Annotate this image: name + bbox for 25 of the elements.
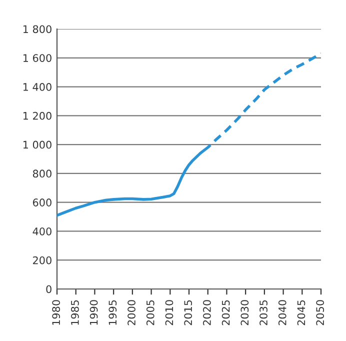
x-tick-label: 2025 — [222, 300, 230, 326]
x-tick-label: 1995 — [108, 300, 117, 325]
x-tick-label: 1990 — [90, 300, 98, 325]
x-tick-label: 2040 — [278, 300, 286, 326]
y-tick-label: 1 000 — [23, 140, 52, 149]
y-tick-label: 800 — [32, 170, 52, 178]
x-tick-label: 2020 — [203, 300, 211, 326]
x-tick-label: 2000 — [128, 300, 136, 326]
x-tick-label: 1985 — [71, 300, 79, 325]
x-tick-label: 2015 — [184, 300, 192, 326]
y-tick-label: 1 800 — [23, 25, 52, 34]
y-tick-label: 1 200 — [23, 112, 52, 120]
y-tick-label: 1 400 — [23, 83, 52, 91]
y-tick-label: 200 — [33, 256, 52, 264]
x-tick-label: 2045 — [297, 300, 306, 326]
y-tick-label: 400 — [32, 227, 52, 236]
y-tick-label: 1 600 — [23, 54, 52, 62]
x-tick-label: 2010 — [165, 300, 174, 326]
x-tick-label: 2005 — [146, 300, 154, 326]
x-tick-label: 2050 — [316, 300, 324, 326]
y-tick-label: 0 — [46, 285, 52, 294]
x-tick-label: 1980 — [52, 300, 60, 325]
x-tick-label: 2035 — [260, 300, 268, 326]
y-tick-label: 600 — [32, 198, 52, 206]
x-tick-label: 2030 — [240, 300, 249, 326]
